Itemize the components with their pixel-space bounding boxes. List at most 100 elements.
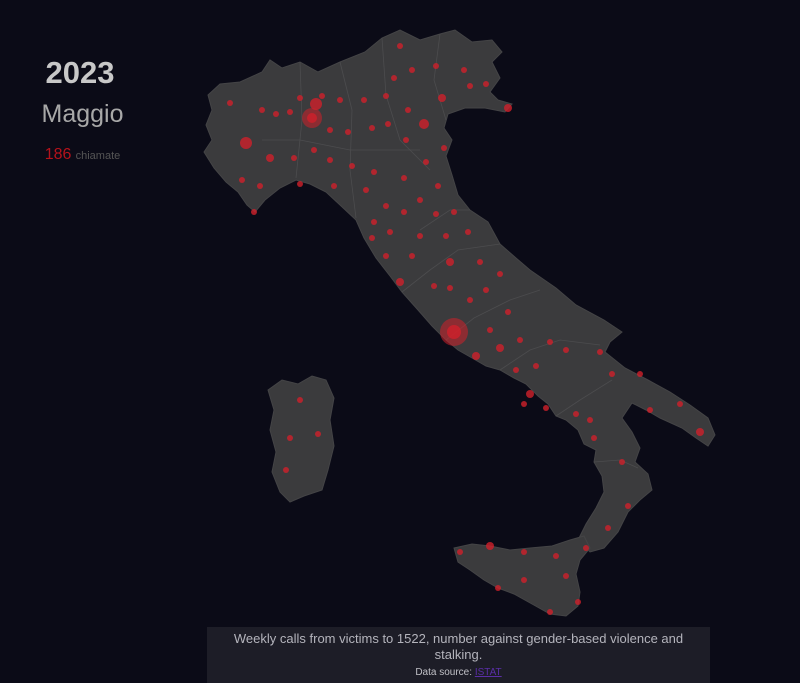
month-label: Maggio [41, 100, 124, 128]
call-dot [487, 327, 493, 333]
call-dot [441, 145, 447, 151]
call-dot [563, 573, 569, 579]
call-dot [443, 233, 449, 239]
call-dot [619, 459, 625, 465]
call-dot [435, 183, 441, 189]
call-dot [467, 297, 473, 303]
call-dot [637, 371, 643, 377]
call-dot-core [447, 325, 461, 339]
call-dot [315, 431, 321, 437]
call-dot [361, 97, 367, 103]
sicily [453, 535, 591, 617]
call-dot [547, 339, 553, 345]
call-dot [647, 407, 653, 413]
call-dot [369, 125, 375, 131]
call-dot [696, 428, 704, 436]
call-dot [521, 577, 527, 583]
year-label: 2023 [45, 55, 115, 90]
call-dot [483, 81, 489, 87]
call-dot [467, 83, 473, 89]
call-dot [457, 549, 463, 555]
call-dot [396, 278, 404, 286]
call-dot [433, 211, 439, 217]
call-dot [597, 349, 603, 355]
call-dot [403, 137, 409, 143]
call-dot [417, 233, 423, 239]
call-dot [575, 599, 581, 605]
data-source: Data source: ISTAT [207, 667, 710, 678]
call-dot-core [307, 113, 317, 123]
call-dot [505, 309, 511, 315]
call-dot [397, 43, 403, 49]
call-dot [526, 390, 534, 398]
call-dot [345, 129, 351, 135]
call-dot [419, 119, 429, 129]
call-dot [297, 181, 303, 187]
call-dot [423, 159, 429, 165]
call-dot [563, 347, 569, 353]
call-dot [327, 127, 333, 133]
call-dot [573, 411, 579, 417]
call-dot [337, 97, 343, 103]
call-dot [533, 363, 539, 369]
call-dot [587, 417, 593, 423]
call-dot [297, 397, 303, 403]
sardinia [267, 375, 335, 503]
call-dot [553, 553, 559, 559]
call-dot [451, 209, 457, 215]
call-dot [497, 271, 503, 277]
call-dot [291, 155, 297, 161]
call-dot [409, 253, 415, 259]
call-dot [387, 229, 393, 235]
call-dot [310, 98, 322, 110]
call-dot [383, 93, 389, 99]
call-dot [266, 154, 274, 162]
call-dot [371, 169, 377, 175]
call-dot [327, 157, 333, 163]
call-dot [239, 177, 245, 183]
call-dot [446, 258, 454, 266]
call-dot [496, 344, 504, 352]
calls-dots [227, 43, 704, 615]
call-dot [504, 104, 512, 112]
call-dot [273, 111, 279, 117]
call-dot [447, 285, 453, 291]
call-dot [495, 585, 501, 591]
call-dot [521, 401, 527, 407]
call-dot [283, 467, 289, 473]
call-dot [472, 352, 480, 360]
call-dot [431, 283, 437, 289]
calls-count: 186 chiamate [0, 146, 165, 164]
call-dot [409, 67, 415, 73]
caption-description: Weekly calls from victims to 1522, numbe… [233, 631, 684, 662]
call-dot [517, 337, 523, 343]
call-dot [391, 75, 397, 81]
call-dot [465, 229, 471, 235]
call-dot [433, 63, 439, 69]
call-dot [625, 503, 631, 509]
call-dot [363, 187, 369, 193]
call-dot [287, 435, 293, 441]
call-dot [257, 183, 263, 189]
call-dot [486, 542, 494, 550]
data-source-label: Data source: [415, 667, 473, 678]
call-dot [591, 435, 597, 441]
call-dot [227, 100, 233, 106]
call-dot [385, 121, 391, 127]
call-dot [401, 209, 407, 215]
caption-box: Weekly calls from victims to 1522, numbe… [207, 627, 710, 683]
call-dot [521, 549, 527, 555]
call-dot [417, 197, 423, 203]
call-dot [383, 203, 389, 209]
call-dot [583, 545, 589, 551]
data-source-link[interactable]: ISTAT [474, 667, 502, 678]
call-dot [259, 107, 265, 113]
call-dot [349, 163, 355, 169]
call-dot [461, 67, 467, 73]
call-dot [609, 371, 615, 377]
call-dot [401, 175, 407, 181]
call-dot [369, 235, 375, 241]
call-dot [311, 147, 317, 153]
calls-unit: chiamate [75, 150, 121, 162]
